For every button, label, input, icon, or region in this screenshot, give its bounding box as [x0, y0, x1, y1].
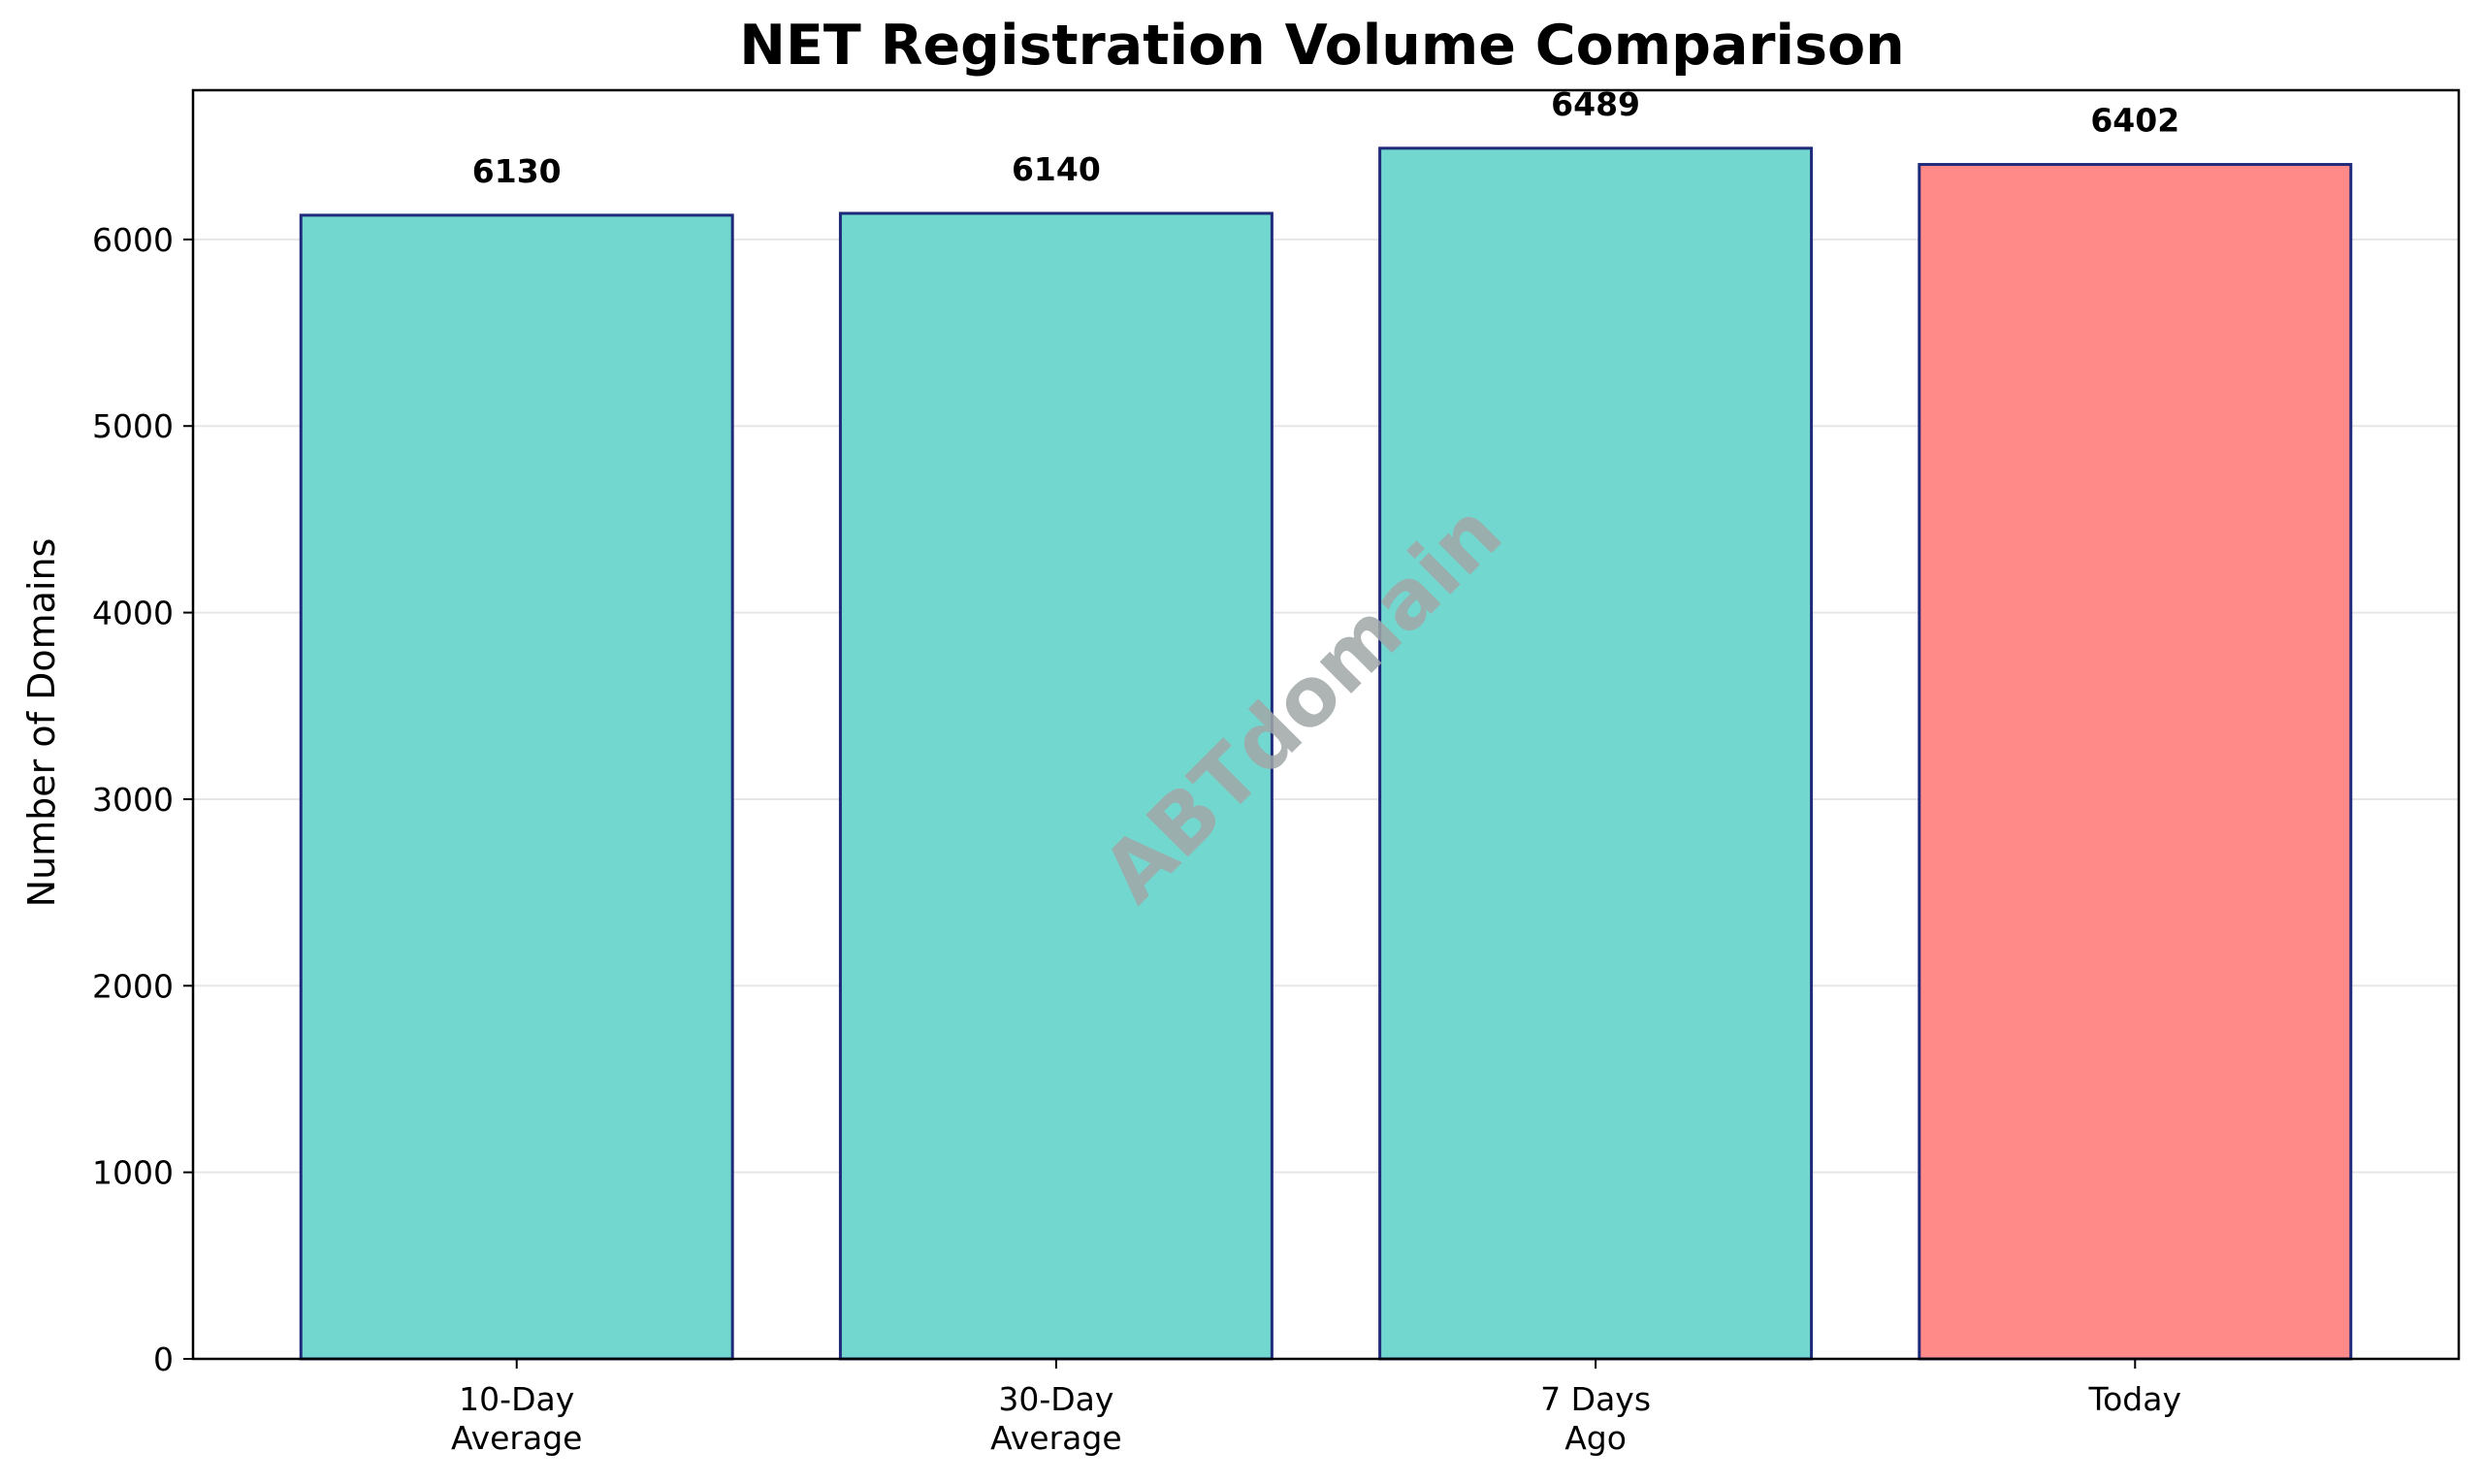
y-tick-label: 0 — [153, 1340, 174, 1378]
x-tick-label: 10-Day Average — [451, 1380, 583, 1457]
x-tick-label: Today — [2088, 1380, 2181, 1418]
x-tick-label: 7 Days Ago — [1540, 1380, 1651, 1457]
bar — [1378, 146, 1814, 1361]
chart-title: NET Registration Volume Comparison — [739, 14, 1905, 78]
y-tick-label: 6000 — [92, 221, 174, 259]
plot-area-frame — [191, 88, 2461, 1361]
x-axis-ticks: 10-Day Average 30-Day Average 7 Days Ago Today — [451, 1359, 2181, 1457]
bars — [299, 146, 2353, 1361]
y-tick-label: 5000 — [92, 407, 174, 445]
bar — [299, 213, 734, 1361]
y-tick-label: 1000 — [92, 1154, 174, 1192]
x-tick-label: 30-Day Average — [990, 1380, 1122, 1457]
bar-value-label: 6140 — [1012, 150, 1101, 188]
bar-value-label: 6130 — [472, 152, 562, 190]
y-tick-label: 4000 — [92, 595, 174, 632]
bar — [838, 211, 1274, 1361]
y-tick-label: 2000 — [92, 967, 174, 1005]
bar-value-label: 6489 — [1551, 85, 1640, 123]
bar — [1918, 163, 2353, 1361]
y-axis-label: Number of Domains — [20, 538, 63, 908]
bar-value-label: 6402 — [2090, 102, 2179, 140]
y-tick-label: 3000 — [92, 781, 174, 819]
value-labels: 6130 6140 6489 6402 — [472, 85, 2179, 190]
y-axis-ticks: 0 1000 2000 3000 4000 5000 6000 — [92, 221, 193, 1378]
